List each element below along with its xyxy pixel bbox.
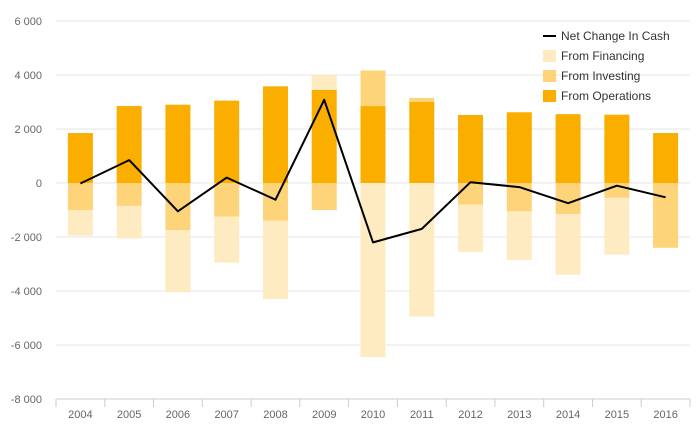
y-tick-label: -6 000 [11,340,42,352]
bar-from-operations [458,114,484,183]
legend-label: Net Change In Cash [561,29,670,43]
bar-from-financing [214,216,240,263]
bar-from-operations [409,102,435,183]
x-tick-label: 2005 [117,409,141,421]
bar-from-investing [409,97,435,102]
legend-item[interactable]: From Financing [543,49,644,63]
bar-from-operations [653,133,679,183]
bar-from-investing [165,183,191,231]
bar-from-financing [458,204,484,252]
bar-from-investing [653,183,679,248]
y-tick-label: -2 000 [11,232,42,244]
bar-from-financing [311,75,337,90]
x-tick-label: 2012 [458,409,482,421]
bar-from-operations [555,114,581,183]
bar-from-financing [165,230,191,293]
bar-from-operations [262,86,288,183]
bar-from-investing [67,183,93,210]
bar-from-operations [67,133,93,183]
bar-from-financing [360,183,386,358]
bar-from-operations [360,106,386,183]
legend-item[interactable]: From Operations [543,89,651,103]
y-tick-label: 0 [36,178,42,190]
legend-swatch [543,90,556,102]
bar-from-operations [214,100,240,183]
legend-label: From Investing [561,69,640,83]
bar-layer [67,70,679,358]
bar-from-operations [165,104,191,183]
bar-from-operations [311,89,337,183]
bar-from-investing [214,183,240,217]
x-tick-label: 2014 [556,409,580,421]
bar-from-investing [555,183,581,215]
x-tick-label: 2016 [653,409,677,421]
y-tick-label: 6 000 [14,16,42,28]
bar-from-financing [67,210,93,236]
bar-from-investing [262,183,288,221]
x-tick-label: 2011 [410,409,434,421]
x-tick-label: 2010 [361,409,385,421]
x-tick-label: 2007 [214,409,238,421]
x-tick-label: 2004 [68,409,92,421]
axis-layer: 6 000 4 000 2 000 0 -2 000 -4 000 -6 000 -8 000… [11,16,691,421]
x-tick-label: 2006 [166,409,190,421]
bar-from-investing [116,183,142,206]
legend-swatch [543,70,556,82]
x-tick-label: 2013 [507,409,531,421]
bar-from-operations [604,114,630,183]
bar-from-operations [116,106,142,183]
bar-from-financing [409,183,435,317]
legend-item[interactable]: Net Change In Cash [543,29,670,43]
legend-label: From Financing [561,49,644,63]
x-tick-label: 2009 [312,409,336,421]
legend-swatch [543,50,556,62]
bar-from-financing [604,197,630,255]
bar-from-financing [116,205,142,239]
line-layer [79,98,666,244]
y-tick-label: -8 000 [11,394,42,406]
bar-from-financing [555,214,581,275]
x-tick-label: 2015 [605,409,629,421]
bar-from-financing [506,211,532,260]
bar-from-investing [360,70,386,107]
y-tick-label: -4 000 [11,286,42,298]
legend-label: From Operations [561,89,651,103]
y-tick-label: 2 000 [14,124,42,136]
legend: Net Change In Cash From Financing From Inv… [543,29,670,103]
bar-from-investing [458,183,484,205]
x-tick-label: 2008 [263,409,287,421]
legend-item[interactable]: From Investing [543,69,640,83]
y-tick-label: 4 000 [14,70,42,82]
bar-from-investing [311,183,337,210]
bar-from-financing [262,220,288,300]
bar-from-operations [506,112,532,183]
